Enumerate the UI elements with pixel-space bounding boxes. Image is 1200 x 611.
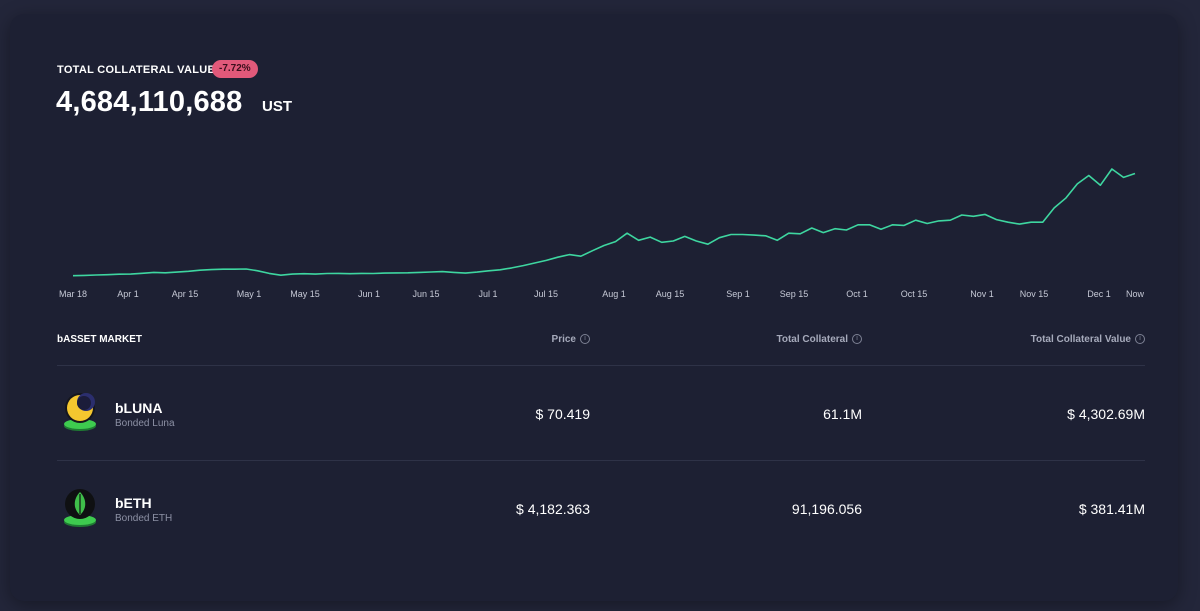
x-tick-label: Jun 15 [412,289,439,299]
market-title: bASSET MARKET [57,334,142,345]
x-tick-label: Now [1126,289,1145,299]
asset-name: Bonded ETH [115,513,173,524]
info-icon[interactable]: i [1135,334,1145,345]
total-collateral-value-cell: $ 381.41M [1078,501,1145,517]
table-row-bluna[interactable]: bLUNA Bonded Luna $ 70.419 61.1M $ 4,302… [10,366,1178,456]
col-price-header[interactable]: Price i [500,334,590,345]
info-icon[interactable]: i [852,334,862,345]
chart-series-line [72,168,1136,277]
asset-symbol: bLUNA [115,400,163,416]
total-collateral-cell: 91,196.056 [791,501,862,517]
x-tick-label: Nov 1 [970,289,994,299]
x-tick-label: Nov 15 [1020,289,1049,299]
x-tick-label: Apr 15 [172,289,199,299]
x-tick-label: Oct 1 [846,289,868,299]
asset-name: Bonded Luna [115,418,175,429]
x-tick-label: Mar 18 [59,289,87,299]
chart-x-axis: Mar 18 Apr 1 Apr 15 May 1 May 15 Jun 1 Jun 15 J… [59,289,1145,299]
x-tick-label: May 15 [290,289,320,299]
collateral-chart[interactable]: Mar 18 Apr 1 Apr 15 May 1 May 15 Jun 1 Jun 15 J… [10,14,1178,314]
luna-icon [64,393,96,431]
col-price-label: Price [551,334,576,345]
col-total-collateral-header[interactable]: Total Collateral i [710,334,862,345]
x-tick-label: Sep 1 [726,289,750,299]
x-tick-label: Jun 1 [358,289,380,299]
col-total-collateral-value-label: Total Collateral Value [1030,334,1131,345]
table-divider [57,460,1145,461]
info-icon[interactable]: i [580,334,590,345]
table-divider [57,365,1145,366]
total-collateral-cell: 61.1M [823,406,862,422]
asset-symbol: bETH [115,495,152,511]
value-unit: UST [262,98,292,115]
x-tick-label: Apr 1 [117,289,139,299]
x-tick-label: Oct 15 [901,289,928,299]
x-tick-label: May 1 [237,289,262,299]
eth-icon [64,489,96,527]
total-collateral-value: 4,684,110,688 [56,86,243,118]
x-tick-label: Jul 15 [534,289,558,299]
x-tick-label: Dec 1 [1087,289,1111,299]
price-cell: $ 4,182.363 [516,501,590,517]
x-tick-label: Aug 1 [602,289,626,299]
change-badge: -7.72% [212,60,258,78]
x-tick-label: Sep 15 [780,289,809,299]
col-total-collateral-value-header[interactable]: Total Collateral Value i [945,334,1145,345]
metric-label: TOTAL COLLATERAL VALUE [57,64,216,76]
total-collateral-value-cell: $ 4,302.69M [1067,406,1145,422]
collateral-card: TOTAL COLLATERAL VALUE -7.72% 4,684,110,… [10,14,1178,601]
col-total-collateral-label: Total Collateral [776,334,849,345]
x-tick-label: Jul 1 [478,289,497,299]
price-cell: $ 70.419 [535,406,591,422]
table-row-beth[interactable]: bETH Bonded ETH $ 4,182.363 91,196.056 $… [10,461,1178,551]
x-tick-label: Aug 15 [656,289,685,299]
